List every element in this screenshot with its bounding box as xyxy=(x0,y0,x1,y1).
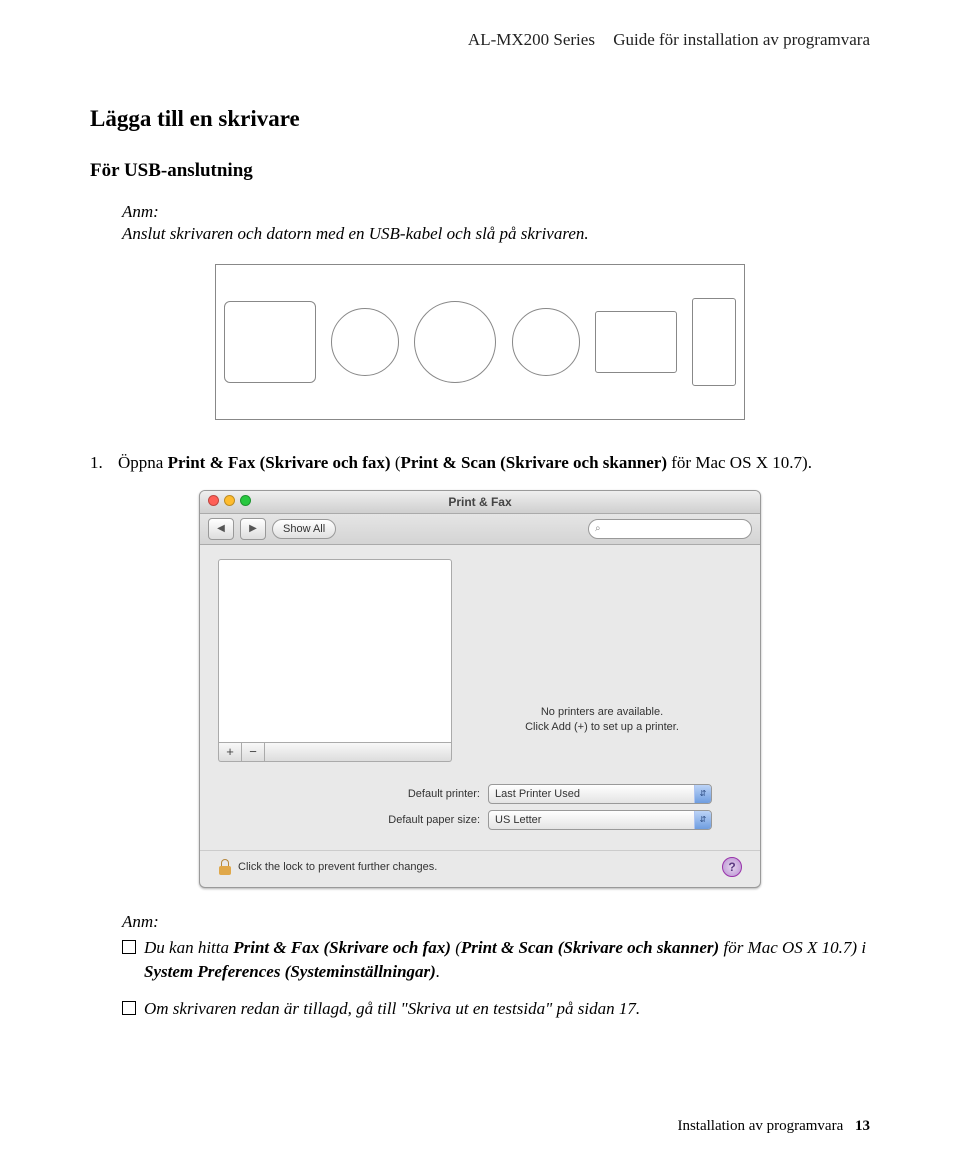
note2-bullet-2: Om skrivaren redan är tillagd, gå till "… xyxy=(122,997,870,1022)
page-number: 13 xyxy=(855,1118,870,1134)
show-all-button[interactable]: Show All xyxy=(272,519,336,539)
step-1: 1.Öppna Print & Fax (Skrivare och fax) (… xyxy=(90,450,870,476)
window-titlebar: Print & Fax xyxy=(200,491,760,514)
forward-button[interactable]: ▶ xyxy=(240,518,266,540)
search-icon: ⌕ xyxy=(595,523,601,534)
search-input[interactable]: ⌕ xyxy=(588,519,752,539)
page-footer: Installation av programvara 13 xyxy=(677,1118,870,1135)
monitor-icon xyxy=(595,311,677,373)
default-paper-label: Default paper size: xyxy=(388,814,480,826)
usb-icon xyxy=(414,301,496,383)
add-printer-button[interactable]: + xyxy=(219,743,242,761)
sub-title: För USB-anslutning xyxy=(90,160,870,182)
close-icon[interactable] xyxy=(208,495,219,506)
bullet-icon xyxy=(122,940,136,954)
default-printer-row: Default printer: Last Printer Used ⇵ xyxy=(408,784,712,804)
window-content: + − No printers are available. Click Add… xyxy=(200,545,760,840)
window-toolbar: ◀ ▶ Show All ⌕ xyxy=(200,514,760,545)
zoom-icon[interactable] xyxy=(240,495,251,506)
lock-row: Click the lock to prevent further change… xyxy=(200,850,760,887)
default-paper-select[interactable]: US Letter ⇵ xyxy=(488,810,712,830)
window-controls xyxy=(208,495,251,506)
window-title: Print & Fax xyxy=(448,495,511,509)
chevron-updown-icon: ⇵ xyxy=(694,811,711,829)
lock-icon[interactable] xyxy=(218,859,232,875)
guide-name: Guide för installation av programvara xyxy=(613,30,870,49)
footer-text: Installation av programvara xyxy=(677,1118,843,1134)
lock-text: Click the lock to prevent further change… xyxy=(238,861,437,873)
printer-icon xyxy=(224,301,316,383)
remove-printer-button[interactable]: − xyxy=(242,743,265,761)
note2-block: Anm: Du kan hitta Print & Fax (Skrivare … xyxy=(122,912,870,1022)
note1-label: Anm: xyxy=(122,202,870,222)
print-fax-window: Print & Fax ◀ ▶ Show All ⌕ + − No printe… xyxy=(199,490,761,888)
port-detail2-icon xyxy=(512,308,580,376)
bullet-icon xyxy=(122,1001,136,1015)
note2-label: Anm: xyxy=(122,912,870,932)
step-number: 1. xyxy=(90,450,118,476)
default-printer-label: Default printer: xyxy=(408,788,480,800)
default-printer-select[interactable]: Last Printer Used ⇵ xyxy=(488,784,712,804)
note2-bullet-1: Du kan hitta Print & Fax (Skrivare och f… xyxy=(122,936,870,985)
list-controls: + − xyxy=(218,743,452,762)
connection-diagram xyxy=(215,264,745,420)
empty-message: No printers are available. Click Add (+)… xyxy=(472,705,732,736)
page-header: AL-MX200 Series Guide för installation a… xyxy=(90,30,870,50)
computer-tower-icon xyxy=(692,298,736,386)
default-paper-row: Default paper size: US Letter ⇵ xyxy=(388,810,712,830)
note1-text: Anslut skrivaren och datorn med en USB-k… xyxy=(122,224,870,244)
port-detail-icon xyxy=(331,308,399,376)
help-button[interactable]: ? xyxy=(722,857,742,877)
printer-list[interactable] xyxy=(218,559,452,743)
chevron-updown-icon: ⇵ xyxy=(694,785,711,803)
defaults-section: Default printer: Last Printer Used ⇵ Def… xyxy=(218,784,742,830)
minimize-icon[interactable] xyxy=(224,495,235,506)
back-button[interactable]: ◀ xyxy=(208,518,234,540)
product-name: AL-MX200 Series xyxy=(468,30,595,49)
section-title: Lägga till en skrivare xyxy=(90,106,870,132)
